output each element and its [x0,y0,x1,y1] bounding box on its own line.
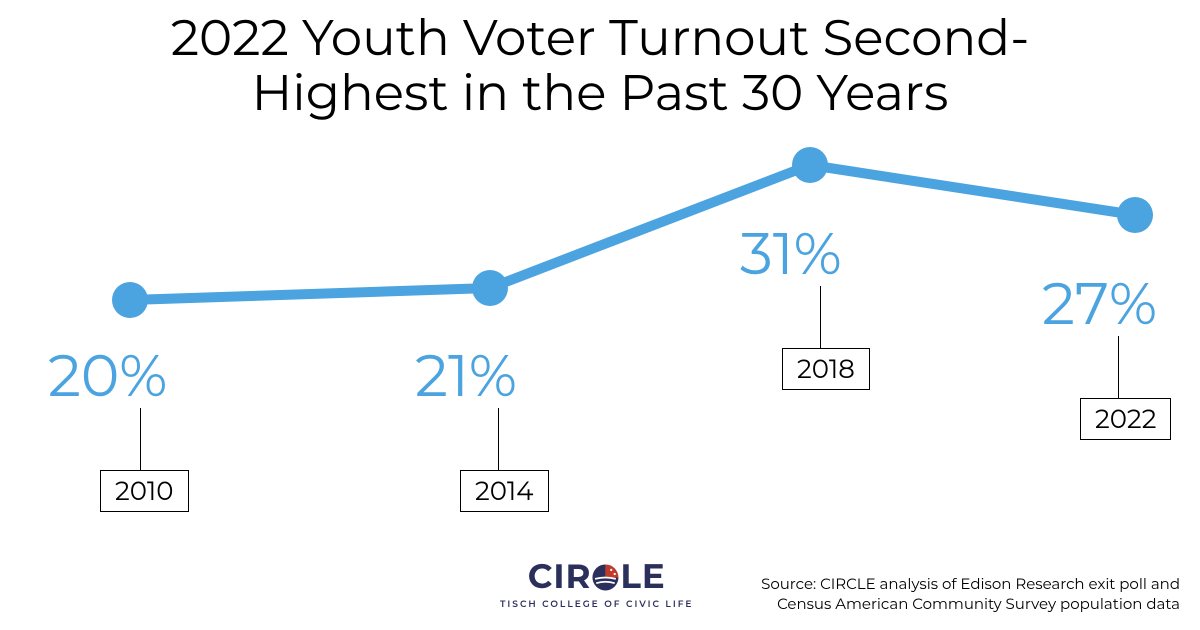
year-label-2018: 2018 [782,348,870,390]
connector-2022 [1118,336,1119,398]
connector-2010 [140,408,141,470]
source-line-1: Source: CIRCLE analysis of Edison Resear… [761,574,1180,594]
data-point-2010 [112,282,148,318]
year-label-2014: 2014 [460,470,549,512]
year-label-2022: 2022 [1080,398,1171,440]
logo-subtitle: TISCH COLLEGE OF CIVIC LIFE [500,599,693,610]
connector-2018 [820,286,821,348]
value-label-2010: 20% [48,340,167,411]
value-label-2014: 21% [415,340,517,411]
data-point-2022 [1117,197,1153,233]
data-point-2018 [792,147,828,183]
year-label-2010: 2010 [100,470,189,512]
circle-logo: CIRLE TISCH COLLEGE OF CIVIC LIFE [500,555,693,610]
source-attribution: Source: CIRCLE analysis of Edison Resear… [761,574,1180,615]
flag-c-icon [591,559,620,588]
line-chart [0,0,1200,630]
data-point-2014 [472,270,508,306]
connector-2014 [498,408,499,470]
value-label-2022: 27% [1042,268,1157,339]
source-line-2: Census American Community Survey populat… [761,594,1180,614]
value-label-2018: 31% [740,218,842,289]
